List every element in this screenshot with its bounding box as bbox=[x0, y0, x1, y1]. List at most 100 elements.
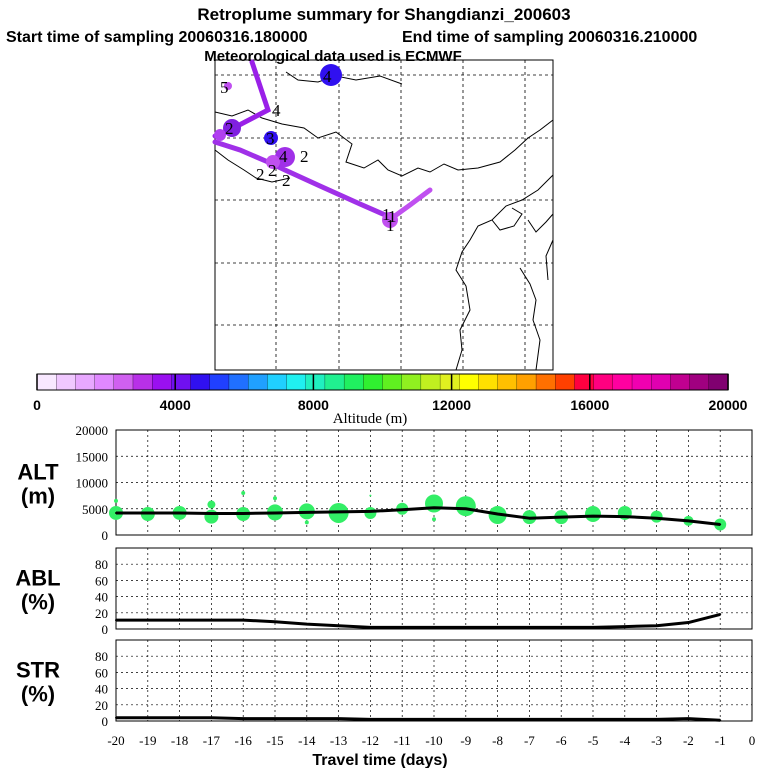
y-tick-label: 0 bbox=[102, 528, 109, 543]
data-point bbox=[401, 626, 404, 629]
x-tick-label: -12 bbox=[362, 733, 379, 748]
figure-title: Retroplume summary for Shangdianzi_20060… bbox=[197, 5, 570, 24]
cluster-marker bbox=[214, 129, 226, 141]
altitude-blob bbox=[432, 517, 436, 522]
colorbar-tick-label: 4000 bbox=[160, 397, 191, 413]
data-point bbox=[274, 717, 276, 720]
y-tick-label: 5000 bbox=[82, 502, 108, 517]
colorbar-cell bbox=[555, 373, 576, 391]
cluster-label: 2 bbox=[300, 147, 309, 166]
colorbar-tick-label: 0 bbox=[33, 397, 41, 413]
start-time-label: Start time of sampling 20060316.180000 bbox=[6, 29, 308, 46]
cluster-marker bbox=[266, 155, 280, 169]
x-tick-label: -7 bbox=[524, 733, 535, 748]
x-tick-label: -11 bbox=[394, 733, 411, 748]
colorbar-cell bbox=[612, 373, 633, 391]
data-point bbox=[687, 519, 690, 522]
colorbar-cell bbox=[574, 373, 595, 391]
y-tick-label: 60 bbox=[95, 573, 108, 588]
x-tick-label: -14 bbox=[298, 733, 316, 748]
data-point bbox=[719, 719, 722, 722]
series-line-str bbox=[116, 716, 721, 722]
y-axis-unit: (%) bbox=[21, 590, 55, 615]
altitude-blob bbox=[273, 496, 277, 501]
trajectory-map: 5 4 4 2 3 4 2 2 2 2 1 1 1 bbox=[212, 59, 554, 371]
colorbar-cell bbox=[36, 373, 57, 391]
colorbar-cell bbox=[267, 373, 288, 391]
cluster-label: 2 bbox=[282, 171, 291, 190]
data-point bbox=[305, 717, 308, 720]
cluster-label: 5 bbox=[220, 78, 229, 97]
data-point bbox=[464, 718, 467, 721]
data-point bbox=[337, 624, 340, 627]
x-tick-label: -19 bbox=[139, 733, 156, 748]
x-tick-label: 0 bbox=[749, 733, 756, 748]
altitude-blob bbox=[585, 506, 601, 522]
colorbar-cell bbox=[401, 373, 422, 391]
altitude-blob bbox=[241, 491, 246, 495]
data-point bbox=[655, 517, 658, 520]
colorbar-cell bbox=[132, 373, 153, 391]
colorbar-cell bbox=[324, 373, 345, 391]
data-point bbox=[210, 512, 213, 515]
data-point bbox=[592, 626, 594, 629]
altitude-blob bbox=[425, 494, 443, 513]
altitude-blob bbox=[369, 494, 372, 497]
x-tick-label: -18 bbox=[171, 733, 188, 748]
cluster-label: 4 bbox=[272, 101, 281, 120]
data-point bbox=[655, 624, 658, 627]
colorbar-cell bbox=[56, 373, 77, 391]
cluster-marker bbox=[224, 82, 232, 90]
colorbar-cells bbox=[36, 373, 729, 391]
data-point bbox=[560, 626, 563, 629]
data-point bbox=[560, 718, 563, 721]
colorbar-cell bbox=[497, 373, 518, 391]
colorbar-tick-labels: 0 4000 8000 12000 16000 20000 bbox=[33, 397, 748, 413]
data-point bbox=[496, 513, 499, 515]
cluster-label: 4 bbox=[279, 147, 288, 166]
data-point bbox=[210, 716, 213, 719]
data-point bbox=[115, 619, 117, 622]
colorbar-tick-label: 8000 bbox=[298, 397, 329, 413]
data-point bbox=[592, 718, 594, 721]
y-tick-label: 15000 bbox=[76, 449, 109, 464]
altitude-blob bbox=[207, 500, 216, 509]
map-coastlines bbox=[214, 71, 554, 371]
data-point bbox=[528, 626, 531, 629]
x-tick-label: -13 bbox=[330, 733, 347, 748]
colorbar-cell bbox=[459, 373, 480, 391]
data-point bbox=[210, 619, 213, 622]
series-line-abl bbox=[116, 612, 721, 629]
data-point bbox=[401, 718, 404, 721]
cluster-label: 1 bbox=[382, 205, 391, 224]
x-axis-label: Travel time (days) bbox=[312, 752, 447, 768]
x-tick-label: -10 bbox=[425, 733, 442, 748]
y-tick-label: 60 bbox=[95, 665, 108, 680]
colorbar-cell bbox=[689, 373, 710, 391]
trajectory-clusters bbox=[214, 64, 398, 228]
x-tick-label: -15 bbox=[266, 733, 283, 748]
time-series-panels: 05000100001500020000ALT(m)020406080ABL(%… bbox=[15, 423, 755, 768]
data-point bbox=[623, 515, 626, 518]
colorbar-cell bbox=[152, 373, 173, 391]
y-tick-label: 20 bbox=[95, 698, 108, 713]
cluster-labels: 5 4 4 2 3 4 2 2 2 2 1 1 1 bbox=[220, 67, 397, 235]
x-tick-label: -5 bbox=[588, 733, 599, 748]
data-point bbox=[560, 516, 563, 519]
trajectory-branch bbox=[389, 187, 433, 221]
colorbar-cell bbox=[94, 373, 115, 391]
altitude-blob bbox=[114, 498, 118, 503]
data-point bbox=[274, 511, 276, 514]
colorbar-cell bbox=[516, 373, 537, 391]
series-line-alt bbox=[116, 506, 721, 526]
y-axis-unit: (%) bbox=[21, 682, 55, 707]
y-tick-label: 40 bbox=[95, 590, 108, 605]
altitude-blob bbox=[304, 520, 309, 525]
data-point bbox=[146, 511, 149, 514]
colorbar-cell bbox=[535, 373, 556, 391]
met-data-label: Meteorological data used is ECMWF bbox=[204, 48, 462, 65]
y-axis-label: STR bbox=[16, 658, 60, 683]
data-point bbox=[687, 717, 690, 720]
y-tick-label: 20000 bbox=[76, 423, 109, 438]
